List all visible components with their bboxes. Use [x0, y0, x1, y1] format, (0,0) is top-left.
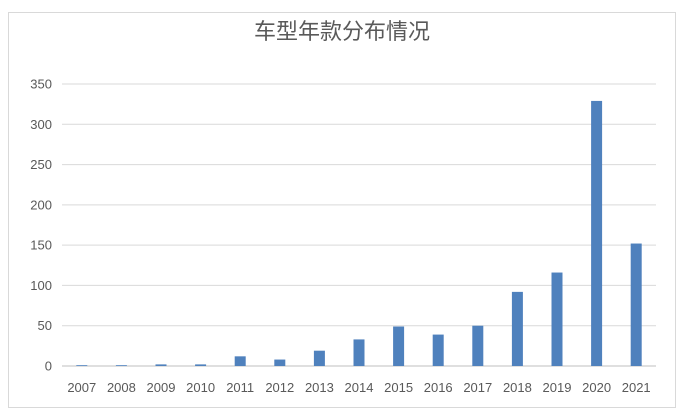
x-tick-label: 2013 — [305, 380, 334, 395]
x-tick-label: 2020 — [582, 380, 611, 395]
bar-2013 — [313, 350, 325, 366]
bar-2015 — [393, 326, 405, 366]
bar-2012 — [274, 359, 286, 366]
y-tick-label: 100 — [30, 278, 52, 293]
x-axis-ticks: 2007 2008 2009 2010 2011 2012 2013 2014 2015 2016… — [67, 380, 650, 395]
x-tick-label: 2008 — [107, 380, 136, 395]
x-tick-label: 2016 — [424, 380, 453, 395]
y-axis-ticks: 0 50 100 150 200 250 300 350 — [30, 77, 52, 374]
bar-2011 — [234, 356, 246, 366]
y-tick-label: 0 — [45, 359, 52, 374]
y-tick-label: 350 — [30, 77, 52, 92]
bar-2010 — [195, 364, 207, 366]
x-tick-label: 2010 — [186, 380, 215, 395]
bar-2021 — [630, 243, 642, 366]
x-tick-label: 2015 — [384, 380, 413, 395]
x-tick-label: 2011 — [226, 380, 254, 395]
bar-2019 — [551, 272, 563, 366]
bar-2008 — [115, 365, 127, 366]
x-tick-label: 2018 — [503, 380, 532, 395]
chart-title: 车型年款分布情况 — [253, 20, 430, 45]
y-tick-label: 50 — [38, 318, 52, 333]
bar-2014 — [353, 339, 365, 366]
y-tick-label: 150 — [30, 238, 52, 253]
y-tick-label: 200 — [30, 197, 52, 212]
x-tick-label: 2009 — [147, 380, 176, 395]
x-tick-label: 2014 — [345, 380, 374, 395]
bar-2009 — [155, 364, 167, 366]
bar-2018 — [511, 291, 523, 366]
x-tick-label: 2021 — [622, 380, 651, 395]
bar-2020 — [591, 100, 603, 367]
x-tick-label: 2012 — [265, 380, 294, 395]
x-tick-label: 2007 — [67, 380, 96, 395]
bar-2017 — [472, 325, 484, 366]
x-tick-label: 2019 — [543, 380, 572, 395]
gridlines — [62, 83, 656, 367]
x-tick-label: 2017 — [463, 380, 492, 395]
bar-2007 — [76, 365, 88, 366]
y-tick-label: 250 — [30, 157, 52, 172]
y-tick-label: 300 — [30, 117, 52, 132]
bar-2016 — [432, 334, 444, 366]
chart-frame — [8, 12, 676, 408]
bars — [76, 100, 642, 367]
